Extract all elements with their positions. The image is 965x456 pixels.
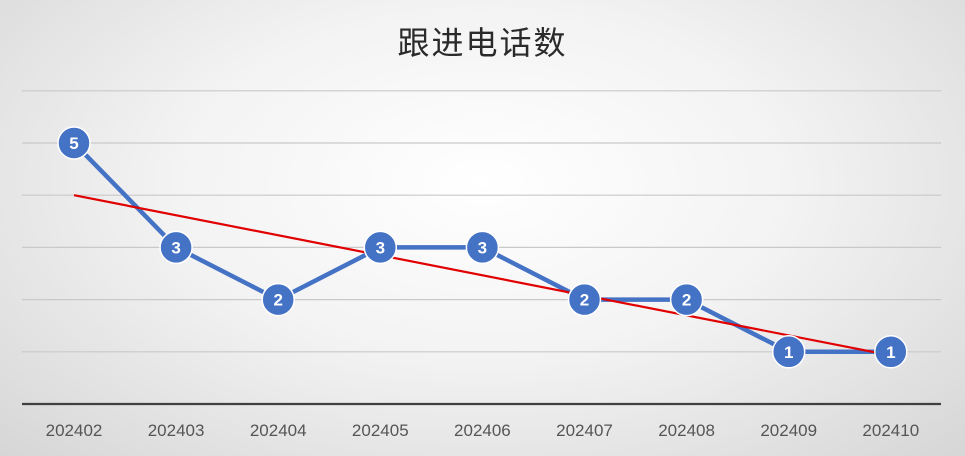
data-point-marker — [669, 282, 704, 317]
data-label: 2 — [273, 291, 282, 310]
data-point-marker — [363, 230, 398, 265]
data-point: 5 — [57, 126, 91, 160]
x-tick-label: 202408 — [658, 421, 715, 440]
x-tick-label: 202407 — [556, 421, 613, 440]
data-point: 2 — [669, 282, 704, 317]
x-tick-label: 202406 — [454, 421, 511, 440]
data-point-marker — [874, 335, 908, 369]
data-point: 1 — [874, 335, 908, 369]
data-label: 3 — [478, 238, 487, 257]
data-label: 5 — [69, 134, 78, 153]
data-point: 3 — [363, 230, 398, 265]
data-point-marker — [159, 230, 193, 265]
data-label: 3 — [171, 238, 180, 257]
chart-title: 跟进电话数 — [397, 24, 568, 62]
data-label: 1 — [886, 343, 895, 362]
gridlines — [22, 90, 941, 353]
markers-layer: 5 3 2 3 3 2 2 1 1 — [57, 126, 908, 369]
data-point: 2 — [567, 282, 602, 317]
data-point: 3 — [159, 230, 193, 265]
data-point-marker — [465, 230, 500, 265]
data-point: 2 — [261, 282, 295, 317]
data-label: 3 — [376, 238, 385, 257]
data-label: 2 — [580, 291, 589, 310]
x-tick-label: 202403 — [148, 421, 205, 440]
data-point: 1 — [771, 335, 806, 369]
data-point-marker — [57, 126, 91, 160]
data-label: 2 — [682, 291, 691, 310]
trendline — [73, 194, 892, 357]
x-tick-label: 202402 — [46, 421, 103, 440]
x-tick-labels: 202402 202403 202404 202405 202406 202407 2024… — [46, 421, 920, 440]
x-tick-label: 202409 — [760, 421, 817, 440]
data-label: 1 — [784, 343, 793, 362]
x-tick-label: 202404 — [250, 421, 307, 440]
data-point-marker — [567, 282, 602, 317]
data-point-marker — [261, 282, 295, 317]
trendline-layer — [73, 194, 892, 357]
data-point-marker — [771, 335, 806, 369]
x-tick-label: 202410 — [862, 421, 919, 440]
data-point: 3 — [465, 230, 500, 265]
x-tick-label: 202405 — [352, 421, 409, 440]
